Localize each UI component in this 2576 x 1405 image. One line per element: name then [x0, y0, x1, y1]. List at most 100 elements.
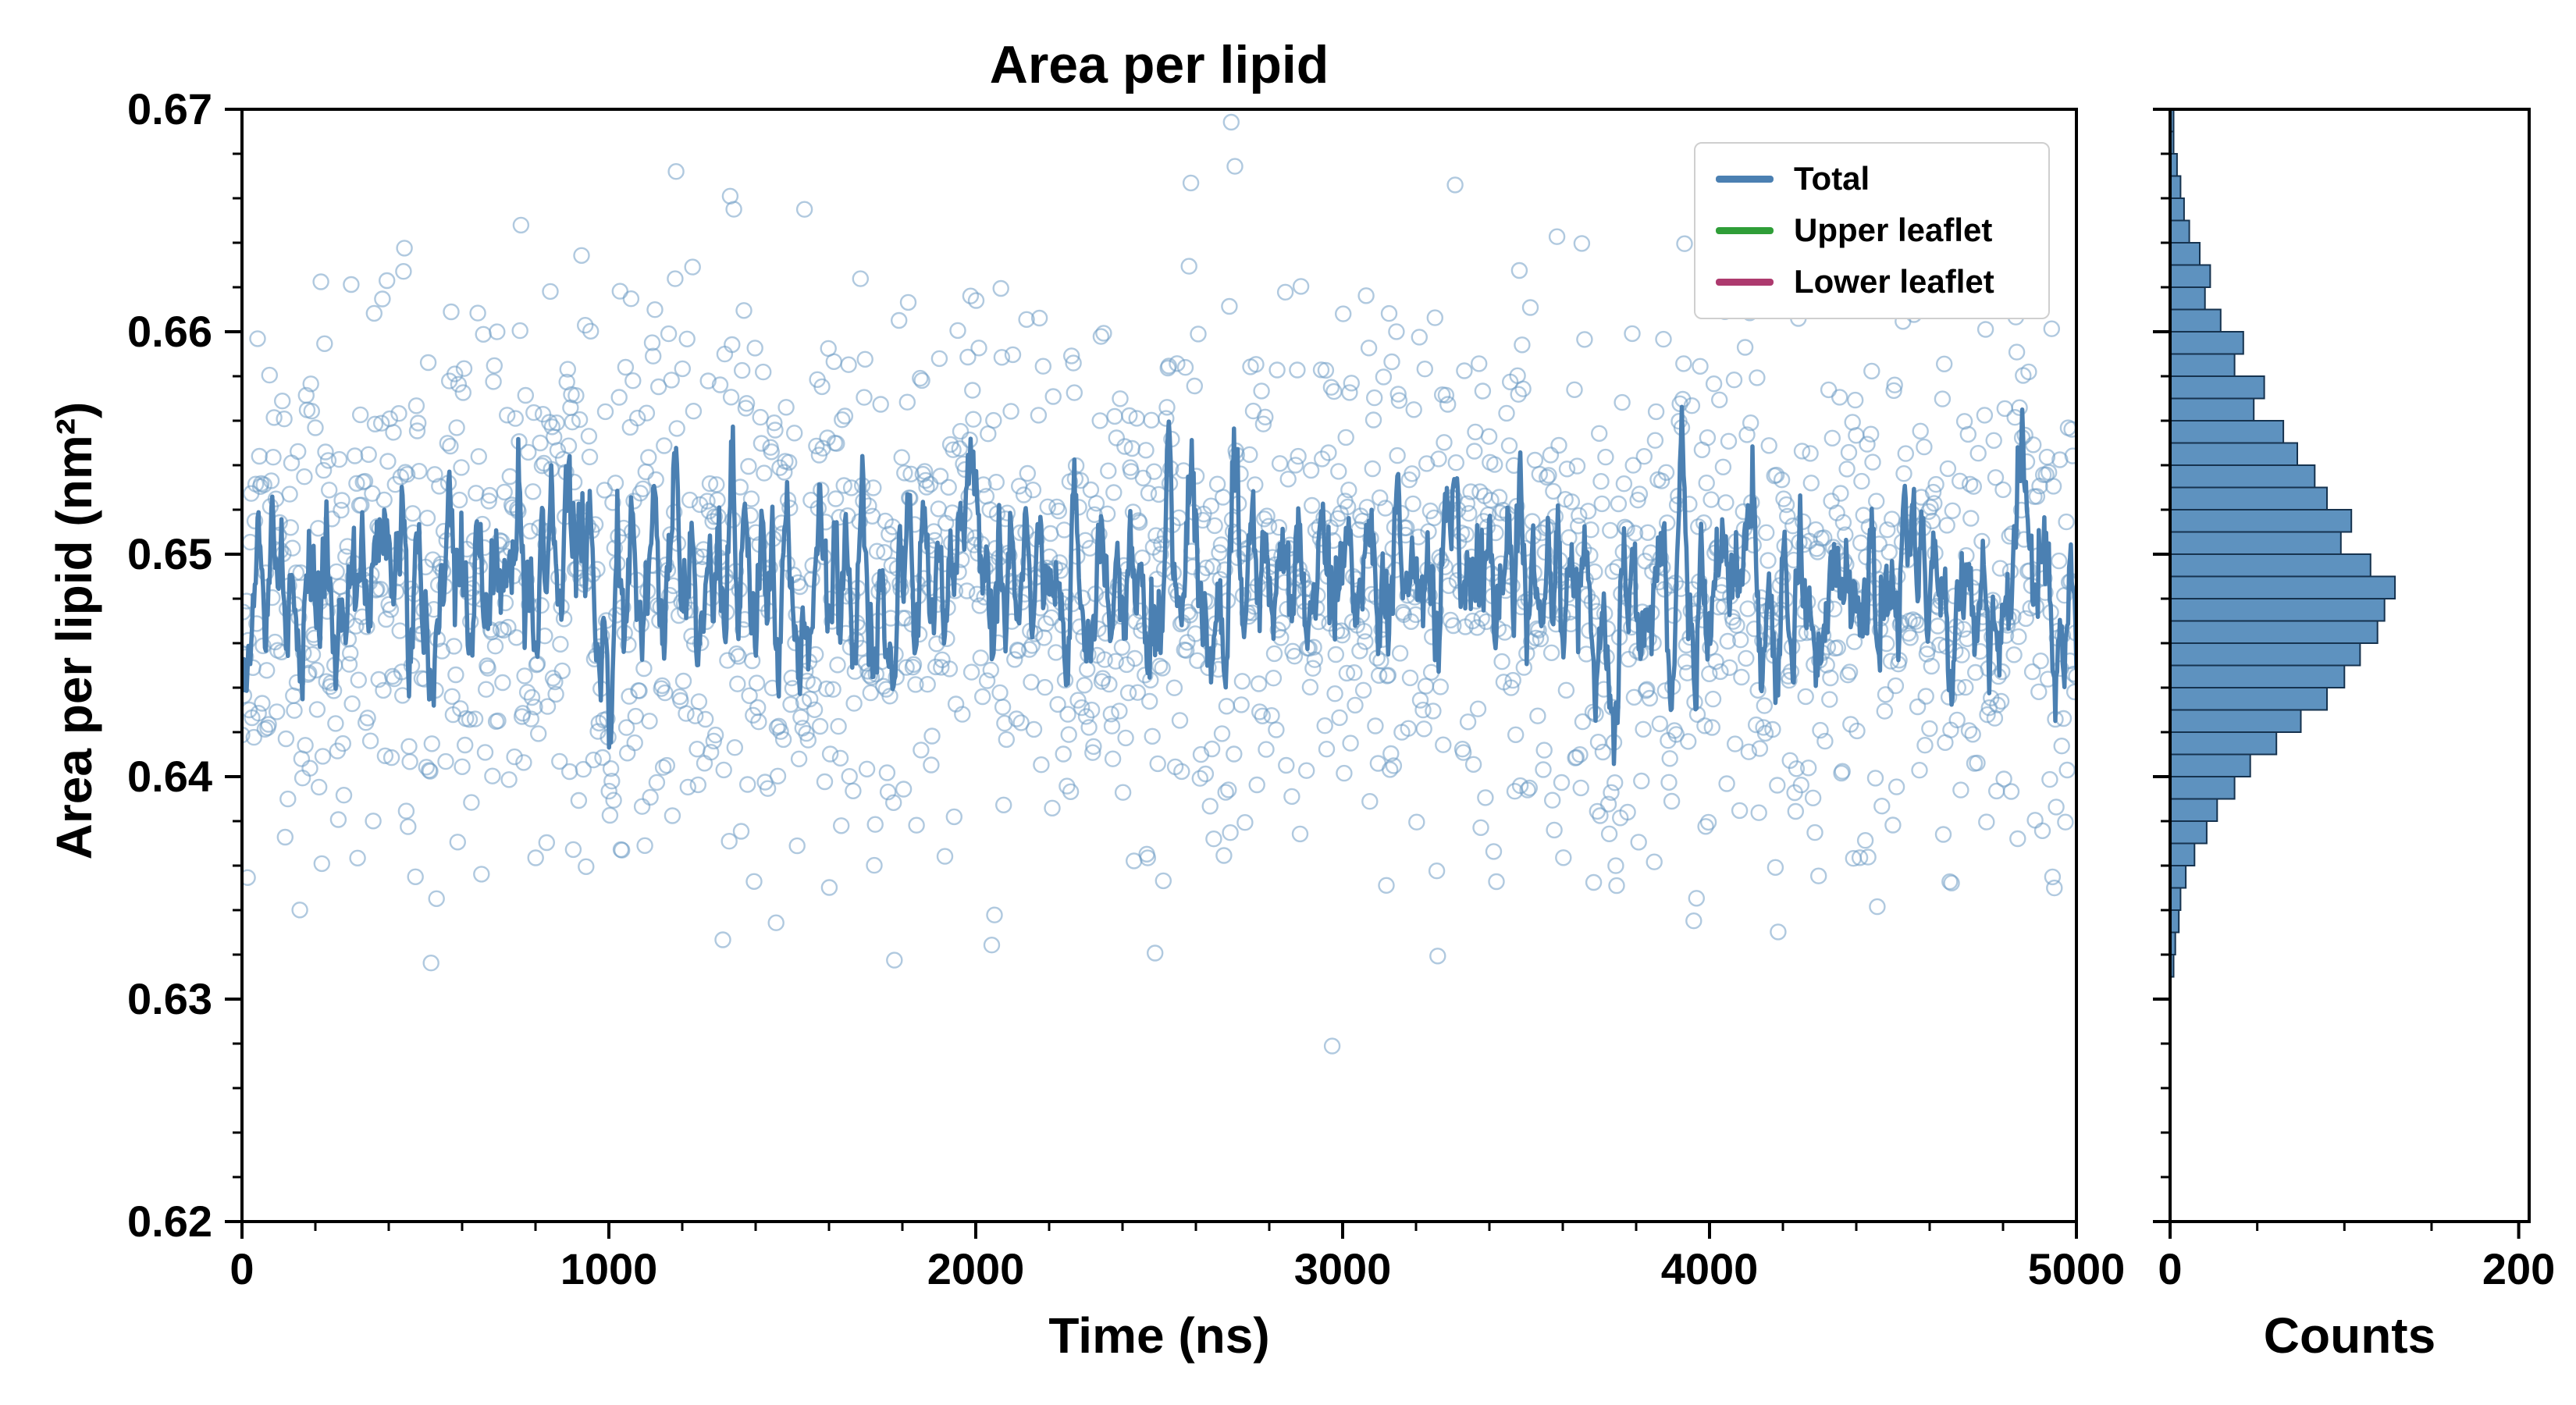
scatter-point [1177, 642, 1195, 659]
legend: Total Upper leaflet Lower leaflet [1694, 142, 2050, 319]
scatter-point [803, 571, 820, 588]
scatter-point [614, 841, 631, 859]
scatter-point [1944, 502, 1962, 519]
scatter-point [1447, 454, 1465, 471]
scatter-point [1051, 562, 1069, 579]
scatter-point [685, 403, 703, 420]
scatter-point [1514, 380, 1532, 397]
scatter-point [1213, 725, 1231, 742]
scatter-point [1995, 770, 2012, 788]
scatter-point [1098, 505, 1116, 522]
scatter-point [1939, 460, 1957, 478]
scatter-point [825, 353, 843, 370]
scatter-point [886, 951, 903, 969]
scatter-point [1416, 361, 1434, 378]
histogram [2169, 108, 2396, 978]
scatter-point [2008, 343, 2026, 361]
scatter-point [1935, 355, 1953, 372]
scatter-point [1241, 446, 1258, 464]
scatter-point [1182, 174, 1200, 192]
scatter-point [605, 791, 622, 809]
scatter-point [1456, 362, 1473, 379]
scatter-point [1679, 733, 1697, 750]
scatter-point [2063, 421, 2076, 438]
scatter-point [1823, 429, 1841, 446]
scatter-point [1869, 898, 1886, 916]
scatter-point [637, 463, 654, 481]
scatter-point [1615, 475, 1633, 493]
scatter-point [604, 494, 621, 511]
scatter-point [1658, 514, 1676, 532]
histogram-bar [2169, 264, 2211, 288]
scatter-point [636, 837, 653, 855]
scatter-point [777, 399, 795, 416]
scatter-point [1268, 721, 1285, 738]
scatter-point [996, 714, 1013, 732]
scatter-point [735, 302, 753, 319]
scatter-point [1468, 619, 1486, 636]
scatter-point [1047, 644, 1065, 661]
scatter-point [931, 468, 949, 485]
y-tick-label: 0.63 [127, 974, 212, 1023]
scatter-point [1472, 819, 1489, 837]
scatter-point [1714, 458, 1732, 475]
scatter-point [987, 474, 1005, 491]
scatter-point [242, 701, 258, 719]
scatter-point [1425, 702, 1442, 720]
scatter-point [1024, 482, 1042, 499]
scatter-point [1103, 717, 1121, 735]
scatter-point [1731, 802, 1749, 820]
scatter-point [1787, 802, 1805, 820]
scatter-point [1355, 623, 1373, 640]
scatter-point [494, 674, 511, 692]
scatter-point [1751, 740, 1769, 757]
scatter-point [781, 454, 798, 471]
scatter-point [258, 662, 276, 679]
scatter-point [360, 446, 377, 463]
scatter-point [443, 688, 461, 705]
histogram-bar [2169, 353, 2236, 377]
scatter-point [1357, 633, 1374, 650]
histogram-bar [2169, 242, 2201, 266]
scatter-point [1339, 498, 1357, 516]
scatter-point [1485, 843, 1503, 860]
scatter-point [653, 677, 671, 695]
scatter-point [1220, 781, 1237, 799]
scatter-point [1747, 716, 1765, 734]
scatter-point [1733, 668, 1750, 686]
scatter-point [1270, 519, 1288, 536]
scatter-point [1325, 382, 1343, 400]
scatter-point [1851, 849, 1869, 866]
scatter-point [479, 660, 496, 677]
scatter-point [753, 435, 770, 452]
scatter-point [1738, 649, 1755, 667]
scatter-point [1831, 389, 1848, 406]
histogram-bar [2169, 842, 2196, 866]
scatter-point [443, 303, 460, 321]
scatter-point [647, 471, 664, 489]
scatter-point [1655, 330, 1672, 348]
scatter-point [965, 411, 982, 428]
scatter-point [890, 311, 908, 329]
scatter-point [1096, 651, 1113, 668]
scatter-point [1859, 848, 1877, 866]
scatter-point [1080, 719, 1098, 736]
scatter-point [1197, 765, 1215, 783]
scatter-point [1535, 742, 1553, 759]
scatter-point [1226, 745, 1243, 763]
scatter-point [1538, 468, 1556, 486]
scatter-point [1467, 423, 1484, 441]
scatter-point [1306, 651, 1324, 668]
scatter-point [501, 468, 518, 486]
scatter-point [1236, 813, 1254, 831]
scatter-point [302, 375, 319, 393]
scatter-point [1217, 784, 1234, 801]
scatter-point [2017, 610, 2035, 628]
scatter-point [893, 449, 910, 466]
scatter-point [1856, 831, 1874, 849]
scatter-point [1750, 804, 1767, 821]
scatter-point [1703, 719, 1721, 736]
scatter-point [992, 279, 1009, 297]
scatter-point [1647, 403, 1665, 421]
scatter-point [1503, 679, 1520, 696]
